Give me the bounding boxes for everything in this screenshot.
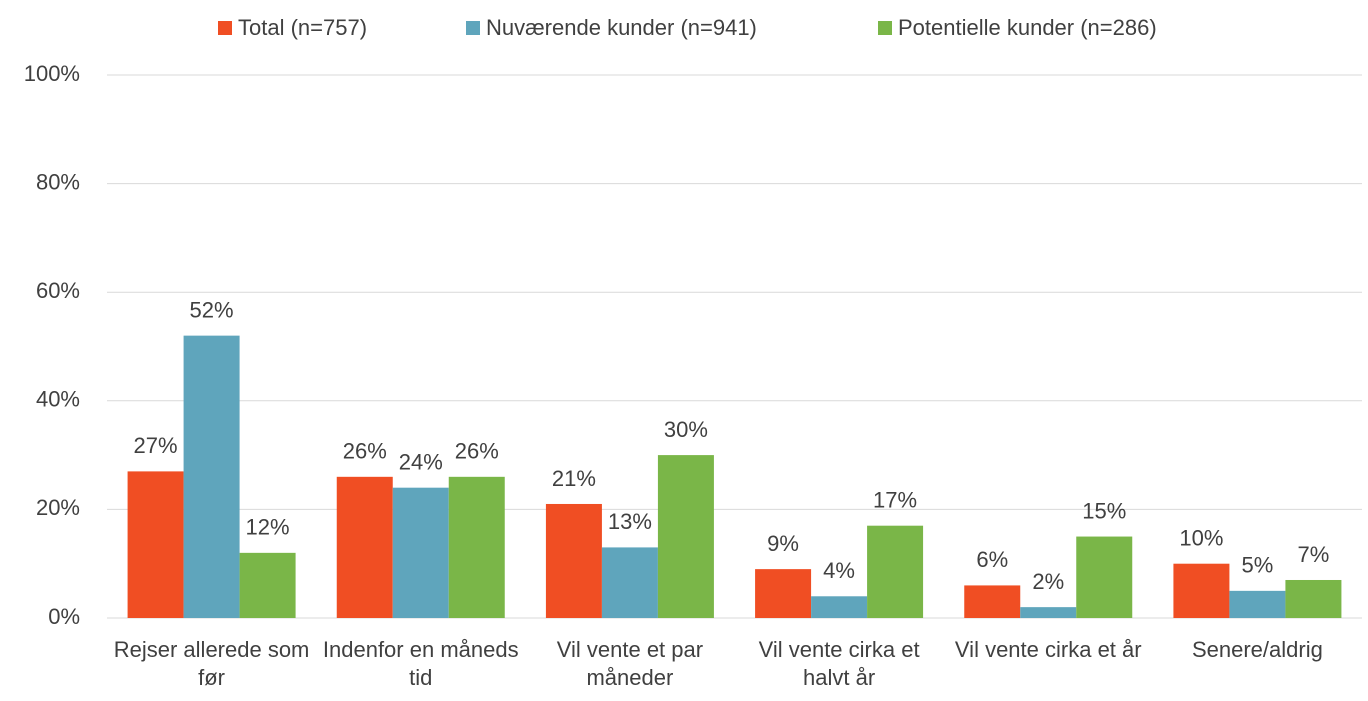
value-label: 21% (552, 466, 596, 491)
value-label: 30% (664, 417, 708, 442)
x-tick-label: Indenfor en måneds tid (322, 637, 519, 690)
x-tick-label: Rejser allerede som før (113, 637, 310, 690)
value-label: 7% (1298, 542, 1330, 567)
value-label: 24% (399, 449, 443, 474)
bar (1076, 536, 1133, 618)
bar (867, 525, 924, 618)
bar (183, 335, 240, 618)
value-label: 10% (1179, 526, 1223, 551)
value-label: 52% (190, 297, 234, 322)
y-tick-label: 100% (24, 61, 80, 86)
legend-swatch (878, 21, 892, 35)
value-label: 4% (823, 558, 855, 583)
value-label: 26% (455, 439, 499, 464)
legend-label: Total (n=757) (238, 15, 367, 40)
legend-swatch (218, 21, 232, 35)
x-tick-label: Vil vente cirka et halvt år (758, 637, 920, 690)
value-label: 12% (246, 515, 290, 540)
bar (545, 503, 602, 618)
value-label: 6% (976, 547, 1008, 572)
bar (811, 596, 868, 618)
bar (392, 487, 449, 618)
x-tick-label: Vil vente cirka et år (954, 637, 1142, 662)
y-tick-label: 60% (36, 278, 80, 303)
bar (657, 455, 714, 618)
legend-swatch (466, 21, 480, 35)
bar (127, 471, 184, 618)
value-label: 27% (134, 433, 178, 458)
x-tick-label: Vil vente et par måneder (556, 637, 704, 690)
x-tick-label: Senere/aldrig (1191, 637, 1323, 662)
bar (239, 552, 296, 618)
bar (1285, 579, 1342, 618)
y-tick-label: 80% (36, 169, 80, 194)
value-label: 2% (1032, 569, 1064, 594)
y-tick-label: 0% (48, 604, 80, 629)
bar (1229, 590, 1286, 618)
value-label: 13% (608, 509, 652, 534)
value-label: 9% (767, 531, 799, 556)
value-label: 26% (343, 439, 387, 464)
legend-label: Potentielle kunder (n=286) (898, 15, 1157, 40)
bar (1173, 563, 1230, 618)
value-label: 15% (1082, 498, 1126, 523)
bar (336, 476, 393, 618)
y-tick-label: 40% (36, 387, 80, 412)
bar (1020, 607, 1077, 618)
value-label: 5% (1242, 553, 1274, 578)
bar (448, 476, 505, 618)
y-tick-label: 20% (36, 495, 80, 520)
bar (601, 547, 658, 618)
legend-label: Nuværende kunder (n=941) (486, 15, 757, 40)
bar (755, 569, 812, 618)
bar (964, 585, 1021, 618)
value-label: 17% (873, 488, 917, 513)
